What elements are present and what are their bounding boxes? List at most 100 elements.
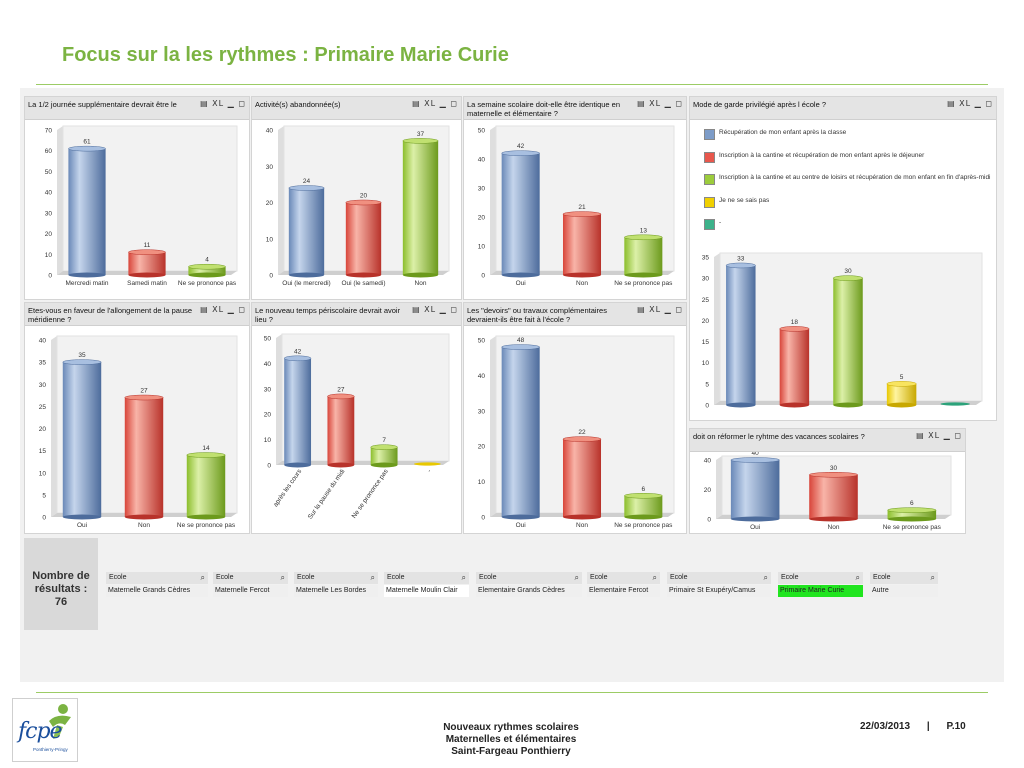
bar[interactable] — [562, 436, 602, 520]
y-tick-label: 15 — [702, 339, 710, 346]
listbox-value[interactable]: Autre — [870, 585, 938, 597]
magnifier-icon[interactable]: ⌕ — [280, 573, 285, 582]
y-tick-label: 40 — [264, 361, 272, 368]
bar[interactable] — [370, 444, 398, 468]
bar[interactable] — [345, 199, 382, 278]
result-count-box: Nombre de résultats : 76 — [24, 538, 98, 630]
data-label: 11 — [144, 242, 151, 249]
panel-window-icons[interactable]: ▤ XL ▁ ◻ — [637, 99, 683, 108]
data-label: 42 — [294, 348, 302, 355]
magnifier-icon[interactable]: ⌕ — [370, 573, 375, 582]
legend-swatch — [704, 174, 715, 185]
bar[interactable] — [288, 185, 325, 278]
data-label: 21 — [578, 204, 586, 211]
chart-wall-left — [278, 126, 284, 275]
bar[interactable] — [940, 402, 970, 406]
chart-wall-left — [490, 126, 496, 275]
bar[interactable] — [730, 457, 780, 522]
bar[interactable] — [413, 462, 441, 466]
bar[interactable] — [886, 381, 917, 408]
y-tick-label: 50 — [478, 338, 486, 345]
y-tick-label: 40 — [45, 190, 53, 197]
data-label: 61 — [83, 139, 91, 146]
x-tick-label: Oui — [516, 280, 526, 287]
magnifier-icon[interactable]: ⌕ — [574, 573, 579, 582]
magnifier-icon[interactable]: ⌕ — [461, 573, 466, 582]
listbox-value[interactable]: Maternelle Moulin Clair — [384, 585, 469, 597]
listbox-value[interactable]: Maternelle Fercot — [213, 585, 288, 597]
bar[interactable] — [833, 275, 863, 408]
y-tick-label: 25 — [702, 297, 710, 304]
bar[interactable] — [501, 150, 540, 278]
panel-window-icons[interactable]: ▤ XL ▁ ◻ — [637, 305, 683, 314]
bar[interactable] — [188, 263, 226, 278]
y-tick-label: 40 — [39, 338, 47, 345]
chart-plot: 0 10 20 30 40 50 48 Oui 22 Non 6 Ne se prononce pas — [478, 335, 675, 529]
listbox-header-label: Ecole — [590, 574, 608, 581]
magnifier-icon[interactable]: ⌕ — [763, 573, 768, 582]
school-filter-listbox[interactable]: Ecole ⌕ Maternelle Les Bordes — [294, 572, 378, 598]
bar[interactable] — [887, 507, 937, 522]
school-filter-listbox[interactable]: Ecole ⌕ Elementaire Fercot — [587, 572, 660, 598]
bar[interactable] — [725, 262, 756, 408]
panel-window-icons[interactable]: ▤ XL ▁ ◻ — [200, 99, 246, 108]
panel-window-icons[interactable]: ▤ XL ▁ ◻ — [916, 431, 962, 440]
school-filter-listbox[interactable]: Ecole ⌕ Elementaire Grands Cèdres — [476, 572, 582, 598]
listbox-value[interactable]: Elementaire Fercot — [587, 585, 660, 597]
chart-panel-pause-meridienne: Etes-vous en faveur de l'allongement de … — [24, 302, 250, 534]
bar[interactable] — [283, 355, 312, 468]
listbox-value[interactable]: Maternelle Grands Cèdres — [106, 585, 208, 597]
bar[interactable] — [402, 138, 439, 278]
bar[interactable] — [327, 393, 355, 468]
bar[interactable] — [68, 145, 106, 278]
x-tick-label: Oui — [516, 522, 526, 529]
panel-window-icons[interactable]: ▤ XL ▁ ◻ — [200, 305, 246, 314]
panel-window-icons[interactable]: ▤ XL ▁ ◻ — [947, 99, 993, 108]
panel-window-icons[interactable]: ▤ XL ▁ ◻ — [412, 305, 458, 314]
school-filter-listbox[interactable]: Ecole ⌕ Autre — [870, 572, 938, 598]
bar[interactable] — [562, 211, 602, 278]
school-filter-listbox[interactable]: Ecole ⌕ Maternelle Moulin Clair — [384, 572, 469, 598]
x-tick-label: Ne se prononce pas — [614, 522, 673, 529]
legend-swatch — [704, 151, 715, 163]
bar[interactable] — [62, 359, 102, 520]
logo-name: fcpe — [18, 719, 63, 744]
bar[interactable] — [779, 326, 810, 408]
bar[interactable] — [128, 249, 166, 278]
bar[interactable] — [186, 452, 226, 520]
listbox-header-label: Ecole — [216, 574, 234, 581]
bar[interactable] — [501, 344, 540, 520]
listbox-value[interactable]: Primaire St Exupéry/Camus — [667, 585, 771, 597]
school-filter-listbox[interactable]: Ecole ⌕ Primaire St Exupéry/Camus — [667, 572, 771, 598]
data-label: 6 — [910, 500, 914, 507]
school-filter-listbox[interactable]: Ecole ⌕ Primaire Marie Curie — [778, 572, 863, 598]
listbox-value[interactable]: Elementaire Grands Cèdres — [476, 585, 582, 597]
school-filter-listbox[interactable]: Ecole ⌕ Maternelle Grands Cèdres — [106, 572, 208, 598]
y-tick-label: 20 — [478, 444, 486, 451]
bar[interactable] — [624, 234, 663, 278]
chart-wall-left — [714, 253, 720, 405]
listbox-header: Ecole ⌕ — [384, 572, 469, 584]
data-label: 5 — [900, 374, 904, 381]
listbox-value[interactable]: Maternelle Les Bordes — [294, 585, 378, 597]
school-filter-listbox[interactable]: Ecole ⌕ Maternelle Fercot — [213, 572, 288, 598]
magnifier-icon[interactable]: ⌕ — [855, 573, 860, 582]
y-tick-label: 20 — [266, 200, 274, 207]
magnifier-icon[interactable]: ⌕ — [652, 573, 657, 582]
bar[interactable] — [624, 493, 663, 520]
panel-window-icons[interactable]: ▤ XL ▁ ◻ — [412, 99, 458, 108]
y-tick-label: 10 — [266, 236, 274, 243]
y-tick-label: 40 — [704, 458, 712, 465]
x-tick-label: Non — [576, 522, 588, 529]
listbox-header-label: Ecole — [670, 574, 688, 581]
y-tick-label: 60 — [45, 148, 53, 155]
bar[interactable] — [808, 472, 859, 522]
listbox-value-selected[interactable]: Primaire Marie Curie — [778, 585, 863, 597]
y-tick-label: 10 — [45, 252, 53, 259]
data-label: 30 — [844, 268, 852, 275]
magnifier-icon[interactable]: ⌕ — [930, 573, 935, 582]
bar[interactable] — [124, 394, 164, 520]
y-tick-label: 40 — [266, 128, 274, 135]
top-divider — [36, 84, 988, 85]
magnifier-icon[interactable]: ⌕ — [200, 573, 205, 582]
